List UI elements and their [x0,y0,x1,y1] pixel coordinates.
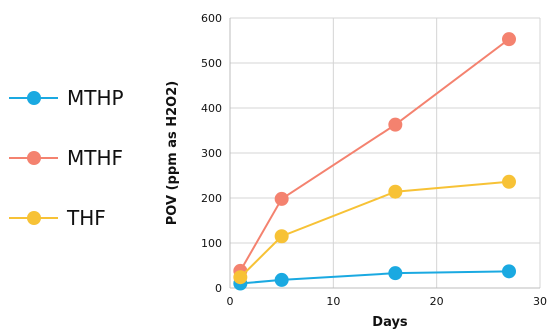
data-point [502,174,516,189]
x-tick-label: 30 [533,295,547,308]
data-point [502,264,516,279]
axes [229,18,540,289]
series-thf [233,174,516,285]
series-line [239,38,510,272]
legend-label: MTHF [67,146,123,170]
legend-item-thf: THF [9,206,106,230]
x-axis-title: Days [372,315,408,329]
legend-marker [27,151,41,165]
data-point [502,32,516,47]
legend: MTHP MTHF THF [9,86,124,230]
data-point [274,272,289,287]
y-tick-label: 300 [201,147,222,160]
y-tick-label: 200 [201,192,222,205]
gridlines [230,17,541,288]
data-point [274,191,289,206]
y-tick-label: 0 [215,282,222,295]
series-layer [233,32,516,291]
data-point [388,184,403,199]
legend-item-mthf: MTHF [9,146,123,170]
y-tick-label: 400 [201,102,222,115]
x-tick-label: 20 [430,295,444,308]
y-tick-label: 100 [201,237,222,250]
series-line [239,180,510,278]
data-point [274,229,289,244]
data-point [388,266,403,281]
series-line [240,270,510,285]
y-tick-label: 600 [201,12,222,25]
data-point [388,117,403,132]
legend-label: THF [66,206,106,230]
x-tick-label: 0 [227,295,234,308]
y-axis-title: POV (ppm as H2O2) [165,81,180,225]
y-tick-label: 500 [201,57,222,70]
legend-label: MTHP [67,86,124,110]
tick-labels: 0 100 200 300 400 500 600 0 10 20 30 [201,12,547,308]
series-mthp [233,264,516,291]
legend-marker [27,91,41,105]
data-point [233,270,248,285]
legend-marker [27,211,41,225]
x-tick-label: 10 [326,295,340,308]
legend-item-mthp: MTHP [9,86,124,110]
